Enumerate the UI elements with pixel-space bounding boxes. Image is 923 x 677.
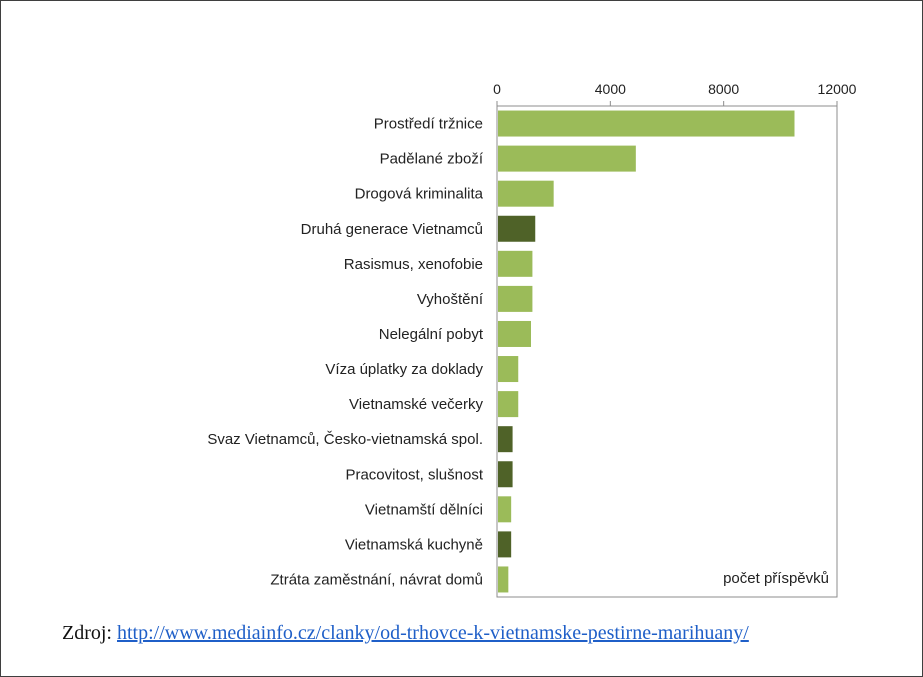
bar: [498, 391, 519, 418]
bar: [498, 320, 531, 347]
bar: [498, 496, 512, 523]
source-link[interactable]: http://www.mediainfo.cz/clanky/od-trhovc…: [117, 622, 749, 644]
x-tick-label: 0: [493, 81, 501, 97]
category-label: Vietnamské večerky: [349, 396, 483, 413]
category-label: Drogová kriminalita: [355, 186, 484, 203]
category-label: Vietnamská kuchyně: [345, 536, 483, 553]
category-label: Prostředí tržnice: [374, 116, 483, 133]
x-tick-label: 12000: [818, 81, 857, 97]
category-label: Vyhoštění: [417, 291, 484, 308]
source-label: Zdroj:: [62, 622, 112, 644]
bar: [498, 215, 536, 242]
bar: [498, 110, 795, 137]
category-label: Rasismus, xenofobie: [344, 256, 483, 273]
bar: [498, 285, 533, 312]
bar: [498, 566, 509, 593]
bar: [498, 356, 519, 383]
category-label: Svaz Vietnamců, Česko-vietnamská spol.: [207, 431, 483, 448]
bar: [498, 180, 554, 207]
bar: [498, 461, 513, 488]
category-label: Ztráta zaměstnání, návrat domů: [270, 571, 483, 588]
x-axis-label: počet příspěvků: [723, 570, 829, 587]
bar: [498, 531, 512, 558]
category-label: Víza úplatky za doklady: [325, 361, 483, 378]
category-label: Vietnamští dělníci: [365, 501, 483, 518]
x-tick-label: 8000: [708, 81, 739, 97]
bar: [498, 145, 636, 172]
plot-area-border: [496, 105, 838, 598]
source-line: Zdroj: http://www.mediainfo.cz/clanky/od…: [62, 622, 749, 645]
category-label: Padělané zboží: [380, 151, 484, 168]
category-label: Nelegální pobyt: [379, 326, 484, 343]
x-tick-label: 4000: [595, 81, 626, 97]
bar: [498, 250, 533, 277]
bar: [498, 426, 513, 453]
category-label: Pracovitost, slušnost: [345, 466, 483, 483]
category-label: Druhá generace Vietnamců: [301, 221, 483, 238]
